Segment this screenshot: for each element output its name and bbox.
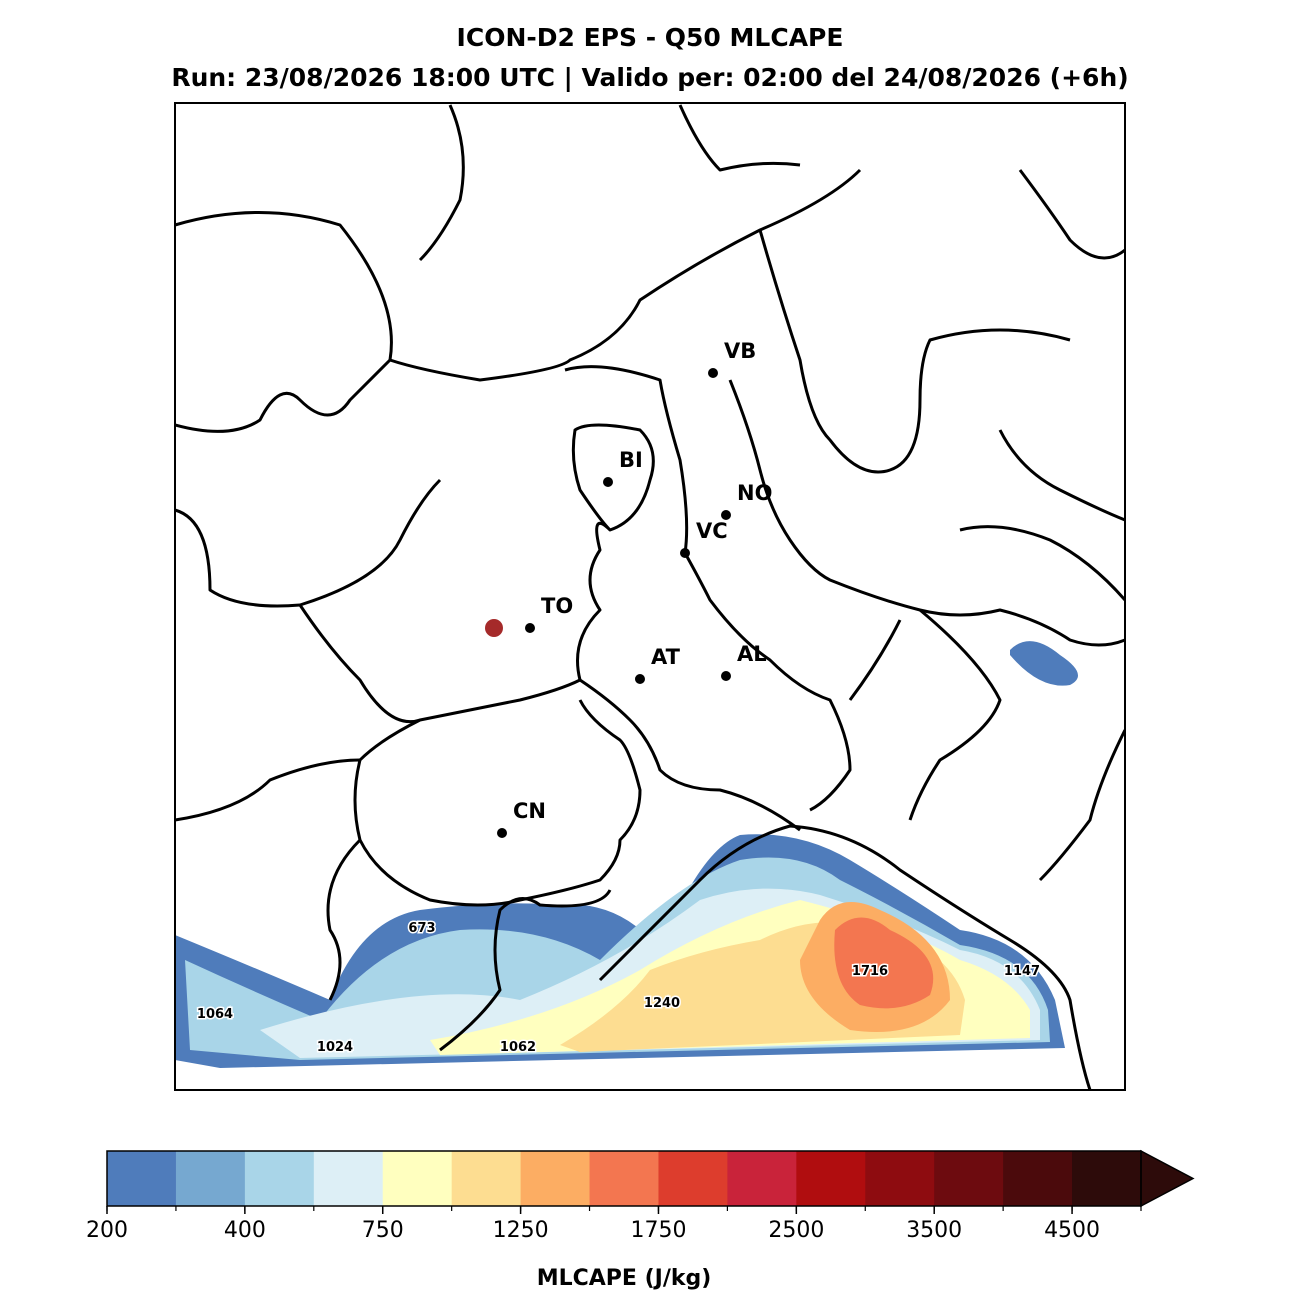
city-label: NO xyxy=(737,481,772,505)
city-dot xyxy=(525,623,535,633)
city-dot xyxy=(721,510,731,520)
colorbar-segment xyxy=(313,1151,384,1206)
colorbar-tick-label: 200 xyxy=(86,1218,128,1243)
contour-label: 673 xyxy=(408,921,435,936)
city-label: CN xyxy=(513,799,546,823)
colorbar-segment xyxy=(520,1151,591,1206)
city-label: AT xyxy=(651,645,681,669)
city-label: BI xyxy=(619,448,643,472)
colorbar-segment xyxy=(934,1151,1004,1206)
colorbar-segment xyxy=(727,1151,797,1206)
map-frame xyxy=(174,102,1126,1091)
city-dot xyxy=(721,671,731,681)
colorbar-segment xyxy=(1072,1151,1142,1206)
city-dot xyxy=(603,477,613,487)
colorbar-frame xyxy=(106,1150,1142,1207)
contour-label: 1716 xyxy=(852,964,888,979)
borders xyxy=(175,104,1125,1090)
colorbar-tick-label: 1750 xyxy=(630,1218,686,1243)
contour-label: 1062 xyxy=(500,1040,536,1055)
contour-label: 1240 xyxy=(644,996,680,1011)
cape-field xyxy=(175,641,1078,1068)
city-dot xyxy=(708,368,718,378)
colorbar-label: MLCAPE (J/kg) xyxy=(537,1266,712,1291)
colorbar-segment xyxy=(1003,1151,1073,1206)
colorbar-tick-label: 1250 xyxy=(493,1218,549,1243)
city-label: AL xyxy=(737,642,767,666)
colorbar-segment xyxy=(451,1151,522,1206)
colorbar-tick-label: 3500 xyxy=(906,1218,962,1243)
colorbar-segment xyxy=(244,1151,315,1206)
title: ICON-D2 EPS - Q50 MLCAPE xyxy=(457,23,844,52)
colorbar-tick-label: 750 xyxy=(362,1218,404,1243)
city-dot xyxy=(497,828,507,838)
colorbar-segment xyxy=(796,1151,866,1206)
colorbar-segment xyxy=(107,1151,177,1206)
city-label: VB xyxy=(724,339,756,363)
colorbar-segment xyxy=(865,1151,935,1206)
contour-label: 1064 xyxy=(197,1007,233,1022)
colorbar-extend xyxy=(1140,1149,1195,1208)
colorbar-tick-label: 400 xyxy=(224,1218,266,1243)
map: VB BI NO VC TO AT AL CN 673 1064 1024 1062 1240 1716… xyxy=(174,102,1126,1091)
subtitle: Run: 23/08/2026 18:00 UTC | Valido per: … xyxy=(171,63,1128,92)
marker xyxy=(485,619,503,637)
city-label: TO xyxy=(541,594,573,618)
colorbar-segment xyxy=(382,1151,453,1206)
colorbar: 200 400 750 1250 1750 2500 3500 4500 xyxy=(86,1149,1195,1243)
colorbar-tick-label: 2500 xyxy=(768,1218,824,1243)
contour-label: 1147 xyxy=(1004,964,1040,979)
city-dot xyxy=(680,548,690,558)
colorbar-segment xyxy=(175,1151,246,1206)
contour-label: 1024 xyxy=(317,1040,353,1055)
city-label: VC xyxy=(696,519,728,543)
colorbar-segment xyxy=(658,1151,728,1206)
colorbar-tick-label: 4500 xyxy=(1044,1218,1100,1243)
city-dot xyxy=(635,674,645,684)
colorbar-segment xyxy=(589,1151,659,1206)
